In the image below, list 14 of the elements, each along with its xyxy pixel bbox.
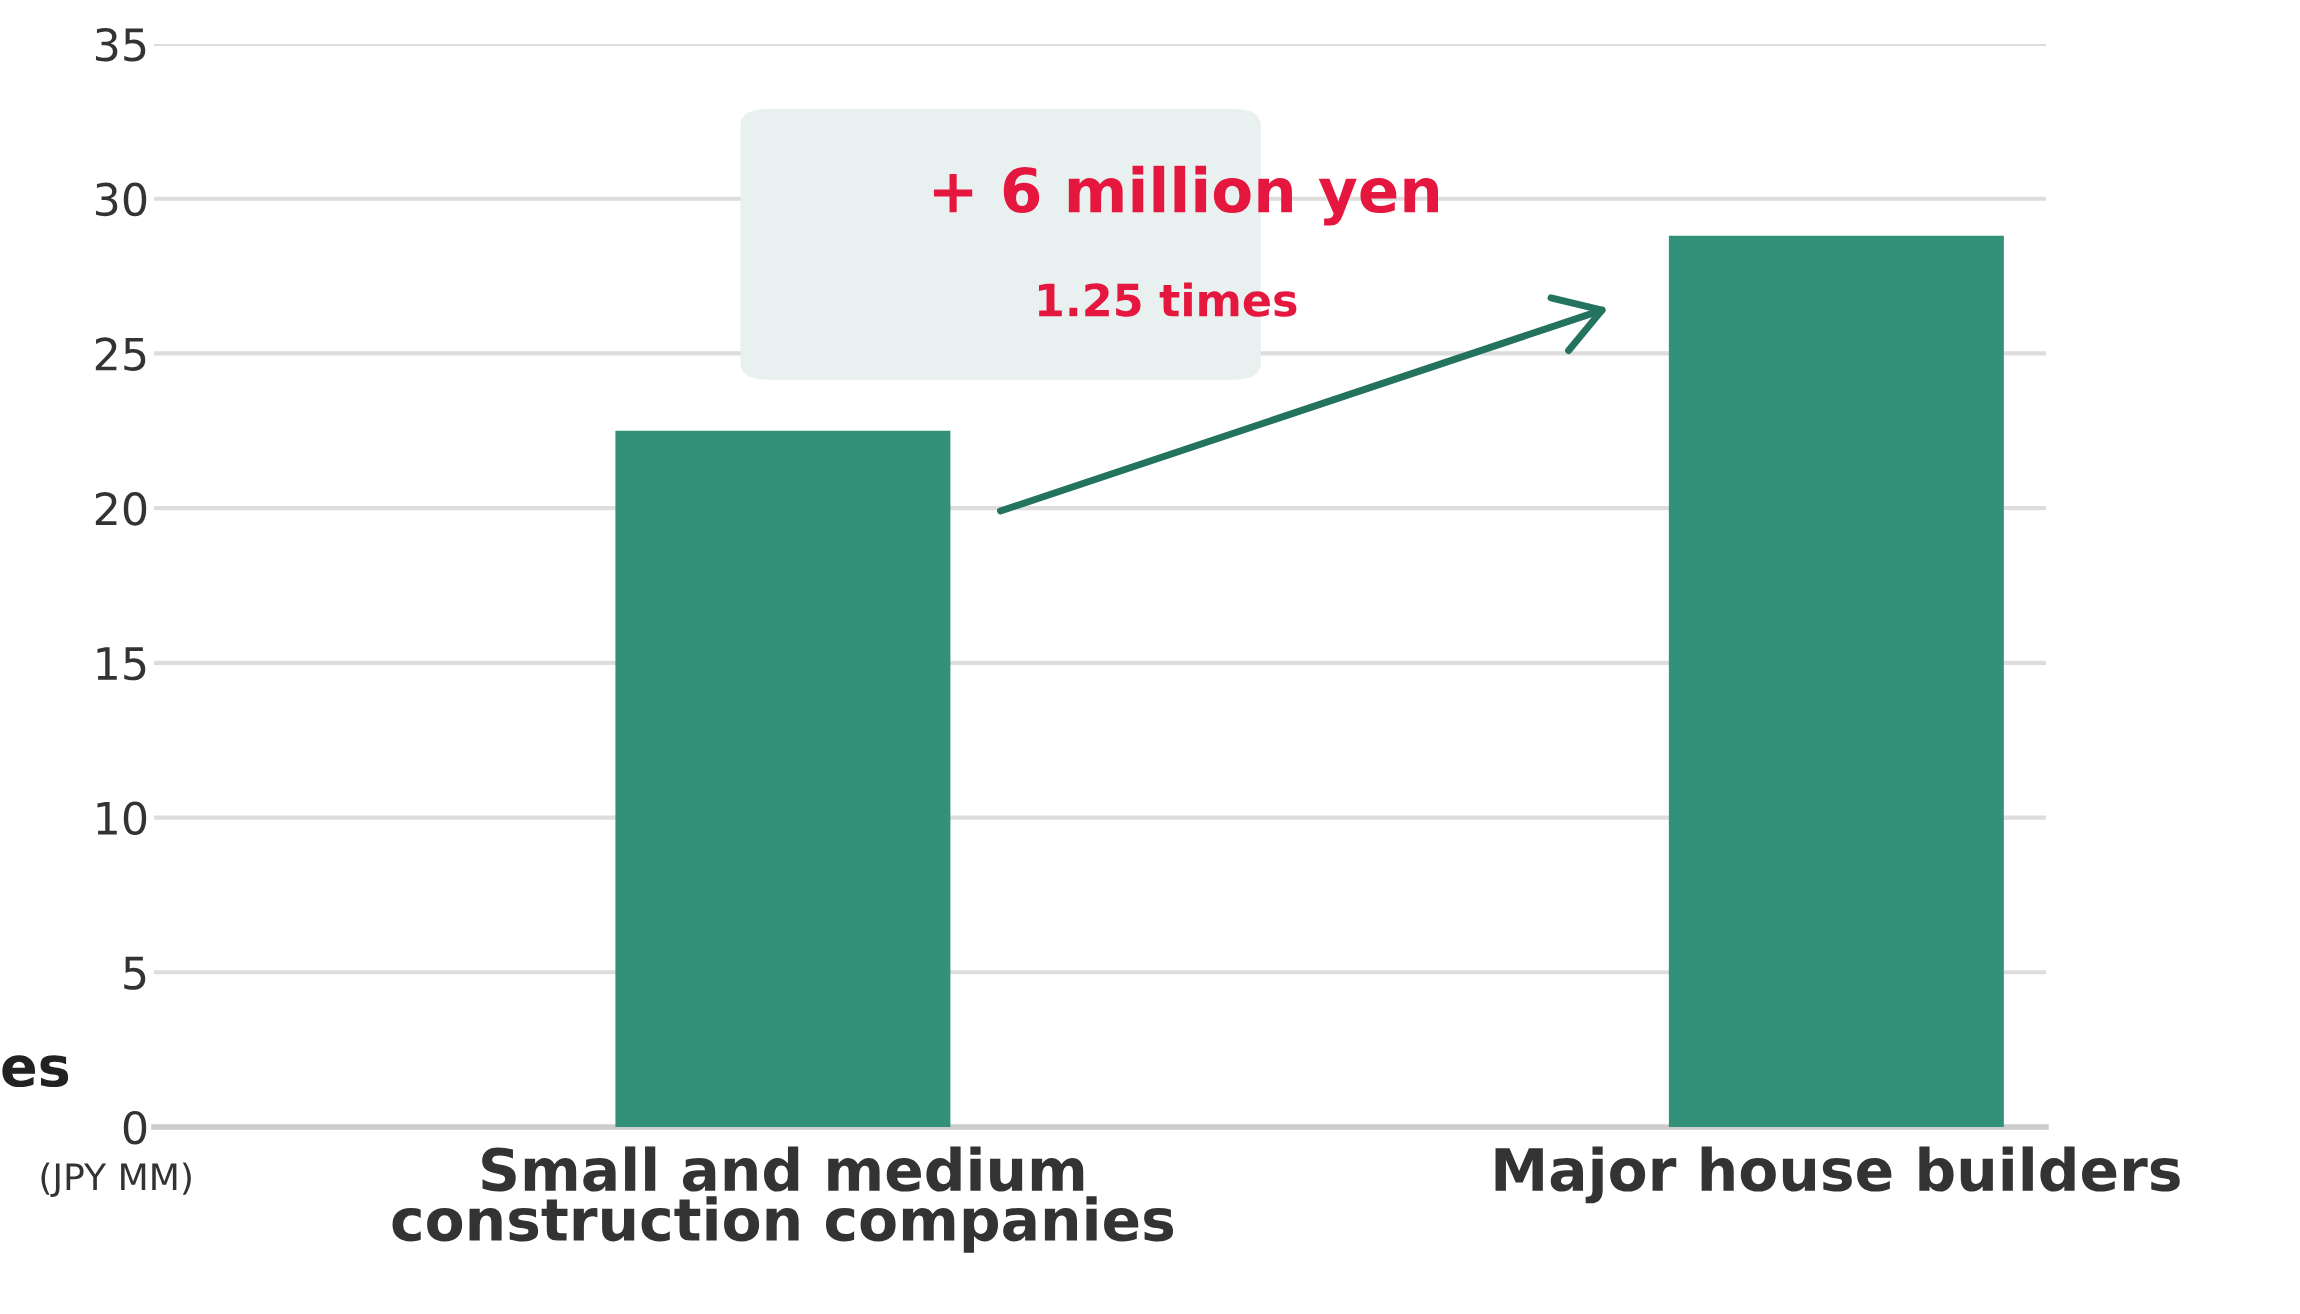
- y-tick-label: 10: [97, 801, 147, 836]
- annotation: + 6 million yen: [933, 165, 1439, 226]
- x-tick-label: Small and medium construction companies: [392, 1146, 1174, 1253]
- y-axis-title: (JPY MM): [41, 1162, 191, 1198]
- x-tick-label: Major house builders: [1495, 1146, 2180, 1204]
- y-tick-label: 5: [124, 956, 146, 990]
- y-tick-label: 0: [123, 1110, 147, 1145]
- annotation: 1.25 times: [1038, 282, 1297, 317]
- y-tick-label: 35: [95, 27, 146, 62]
- y-tick-label: 15: [97, 647, 146, 681]
- y-tick-label: 20: [95, 492, 147, 526]
- text: es: [2, 1055, 69, 1088]
- y-tick-label: 30: [95, 182, 147, 217]
- y-tick-label: 25: [95, 337, 146, 371]
